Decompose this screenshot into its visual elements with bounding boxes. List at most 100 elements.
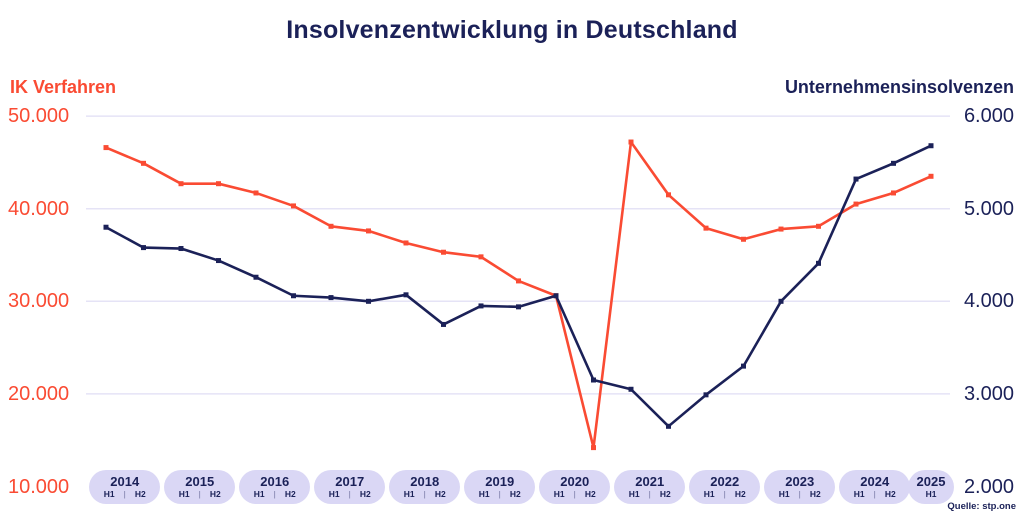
unternehmensinsolvenzen-marker [216,258,221,264]
half-year-labels: H1 | H2 [404,489,446,499]
half-label-h2: H2 [284,489,296,499]
unternehmensinsolvenzen-marker [253,274,259,280]
half-label-h2: H2 [584,489,596,499]
ik-verfahren-marker [103,145,109,151]
half-label-h1: H1 [628,489,640,499]
year-pill-2014: 2014 H1 | H2 [89,470,161,504]
unternehmensinsolvenzen-marker [103,224,109,230]
y-tick-right-5000: 5.000 [963,197,1014,220]
half-year-labels: H1 | H2 [854,489,896,499]
y-tick-right-4000: 4.000 [963,290,1014,313]
half-separator: | [498,489,501,499]
year-pill-2015: 2015 H1 | H2 [164,470,236,504]
year-label: 2019 [485,474,515,489]
half-label-h1: H1 [553,489,565,499]
ik-verfahren-marker [253,190,259,196]
ik-verfahren-marker [441,249,446,255]
year-label: 2023 [785,474,815,489]
y-tick-left-50000: 50.000 [8,105,70,128]
half-label-h2: H2 [884,489,896,499]
year-label: 2022 [710,474,740,489]
year-pill-2025: 2025 H1 [908,470,954,504]
half-label-h1: H1 [778,489,790,499]
half-year-labels: H1 | H2 [554,489,596,499]
half-label-h1: H1 [925,489,937,499]
unternehmensinsolvenzen-marker [853,176,859,182]
half-label-h2: H2 [734,489,746,499]
y-tick-right-2000: 2.000 [963,475,1014,498]
unternehmensinsolvenzen-marker [403,292,409,298]
half-label-h1: H1 [853,489,865,499]
ik-verfahren-marker [666,192,671,198]
ik-verfahren-marker [591,445,596,451]
source-credit: Quelle: stp.one [947,501,1016,512]
unternehmensinsolvenzen-marker [778,298,784,304]
unternehmensinsolvenzen-marker [328,295,334,301]
half-label-h1: H1 [253,489,265,499]
unternehmensinsolvenzen-marker [703,392,709,398]
ik-verfahren-marker [741,236,746,242]
unternehmensinsolvenzen-marker [516,304,521,310]
half-label-h1: H1 [703,489,715,499]
y-tick-right-6000: 6.000 [963,105,1014,128]
ik-verfahren-marker [291,203,296,209]
ik-verfahren-marker [516,278,521,284]
unternehmensinsolvenzen-marker [591,377,596,383]
unternehmensinsolvenzen-marker [141,245,146,251]
half-year-labels: H1 | H2 [629,489,671,499]
year-label: 2015 [185,474,215,489]
year-pill-2017: 2017 H1 | H2 [314,470,386,504]
year-pill-2023: 2023 H1 | H2 [764,470,836,504]
chart-title: Insolvenzentwicklung in Deutschland [286,16,738,44]
y-tick-left-10000: 10.000 [8,475,70,498]
unternehmensinsolvenzen-marker [928,143,934,149]
unternehmensinsolvenzen-marker [666,423,671,429]
ik-verfahren-marker [778,226,784,232]
ik-verfahren-marker [478,254,484,260]
half-label-h2: H2 [809,489,821,499]
half-separator: | [873,489,876,499]
year-pill-2024: 2024 H1 | H2 [839,470,911,504]
year-pill-2020: 2020 H1 | H2 [539,470,611,504]
y-tick-left-20000: 20.000 [8,382,70,405]
unternehmensinsolvenzen-marker [553,293,559,299]
ik-verfahren-marker [703,225,709,231]
half-label-h1: H1 [478,489,490,499]
year-pill-2016: 2016 H1 | H2 [239,470,311,504]
year-label: 2014 [110,474,140,489]
half-label-h2: H2 [434,489,446,499]
year-label: 2025 [916,474,946,489]
half-year-labels: H1 | H2 [479,489,521,499]
half-year-labels: H1 | H2 [179,489,221,499]
half-year-labels: H1 | H2 [329,489,371,499]
half-label-h1: H1 [103,489,115,499]
half-label-h2: H2 [659,489,671,499]
y-tick-left-40000: 40.000 [8,197,70,220]
year-label: 2018 [410,474,440,489]
half-year-labels: H1 | H2 [779,489,821,499]
ik-verfahren-marker [853,201,859,207]
ik-verfahren-marker [328,223,334,229]
ik-verfahren-marker [366,228,371,234]
year-pill-2019: 2019 H1 | H2 [464,470,536,504]
ik-verfahren-marker [178,181,184,187]
half-label-h2: H2 [359,489,371,499]
unternehmensinsolvenzen-marker [478,303,484,309]
unternehmensinsolvenzen-marker [178,246,184,252]
ik-verfahren-marker [928,173,934,179]
half-label-h2: H2 [509,489,521,499]
half-separator: | [423,489,426,499]
unternehmensinsolvenzen-marker [441,321,446,327]
unternehmensinsolvenzen-marker [628,386,634,392]
half-separator: | [723,489,726,499]
half-year-labels: H1 | H2 [704,489,746,499]
right-axis-label: Unternehmensinsolvenzen [784,77,1014,97]
half-label-h2: H2 [209,489,221,499]
year-pill-2021: 2021 H1 | H2 [614,470,686,504]
unternehmensinsolvenzen-marker [816,260,821,266]
half-separator: | [648,489,651,499]
unternehmensinsolvenzen-marker [366,298,371,304]
year-label: 2016 [260,474,290,489]
y-tick-left-30000: 30.000 [8,290,70,313]
